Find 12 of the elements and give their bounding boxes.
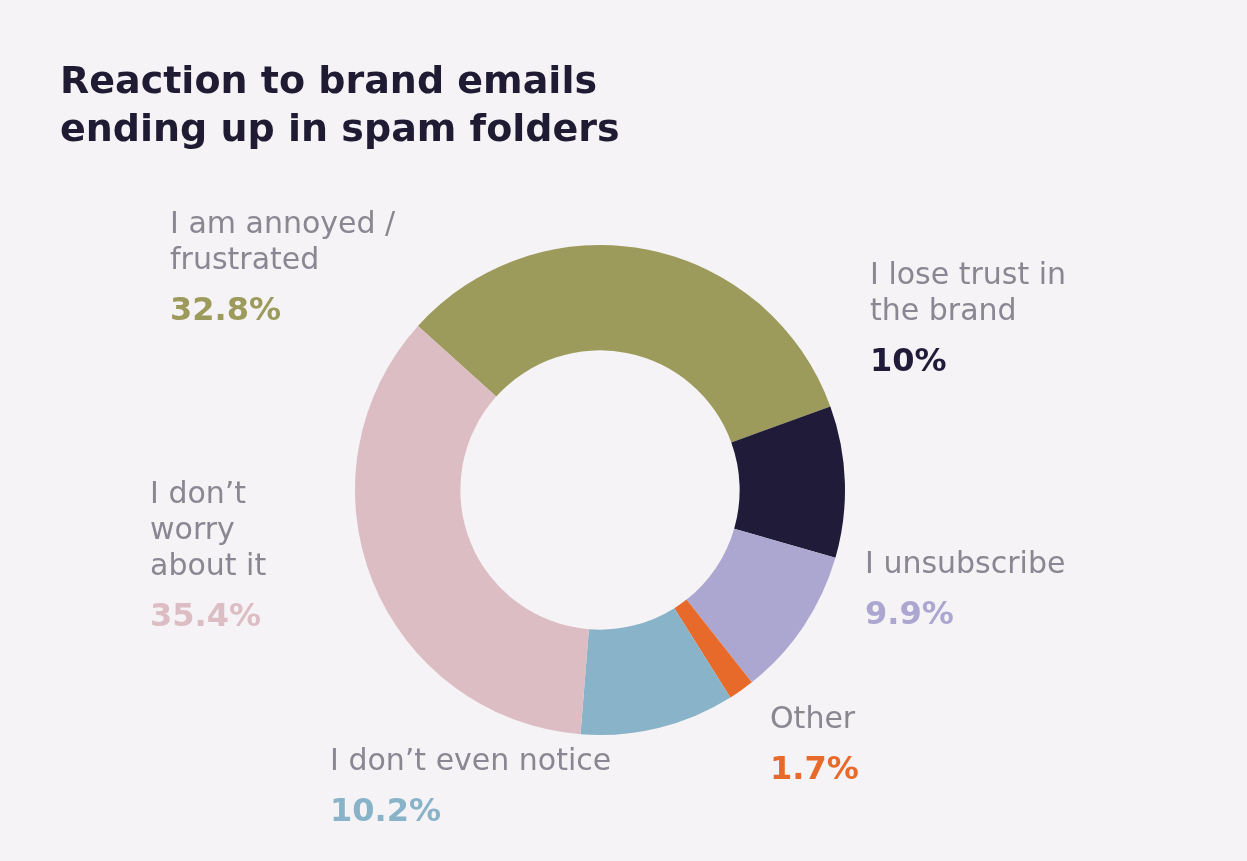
data-label: 9.9% [865, 594, 955, 632]
slice-label: I unsubscribe [865, 545, 1067, 581]
data-label: 10.2% [330, 791, 442, 829]
slice-label: I am annoyed / frustrated [170, 205, 397, 277]
data-label: 1.7% [770, 749, 860, 787]
data-label: 10% [870, 341, 948, 379]
slice-label: I don’t worry about it [150, 475, 268, 583]
slice-label: Other [770, 700, 857, 736]
data-label: 32.8% [170, 290, 282, 328]
slice-label: I lose trust in the brand [870, 256, 1068, 328]
chart-title: Reaction to brand emails ending up in spam folders [60, 57, 621, 152]
slice-label: I don’t even notice [330, 742, 613, 778]
